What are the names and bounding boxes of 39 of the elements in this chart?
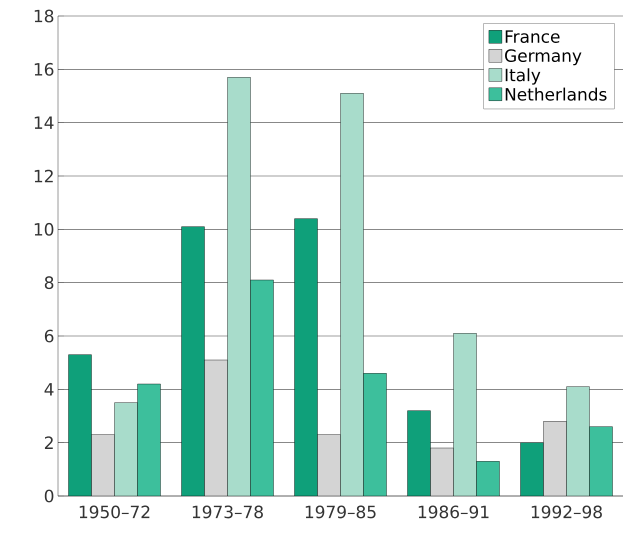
bar [430,448,454,496]
bar [340,93,364,496]
bar [454,333,477,496]
y-tick-label: 0 [44,490,54,502]
bar [408,410,431,496]
bar [228,77,250,496]
x-tick-label: 1979–85 [306,506,376,518]
legend-label: Italy [506,68,540,85]
bar [114,402,138,496]
x-tick-label: 1986–91 [418,506,488,518]
bar [566,386,590,496]
bar [364,373,387,496]
bar [250,280,274,496]
y-tick-label: 16 [34,62,54,76]
bar [204,360,228,496]
y-tick-label: 4 [44,383,54,396]
bar [294,218,318,496]
legend-label: Netherlands [506,88,607,101]
bar [476,461,500,496]
y-tick-label: 2 [44,436,53,449]
bar [182,226,204,496]
bar [92,434,114,496]
bar [138,384,160,496]
bar [318,434,341,496]
bar [520,442,544,496]
x-tick-label: 1992–98 [532,506,602,518]
x-tick-label: 1950–72 [80,506,150,518]
y-tick-label: 6 [44,330,54,342]
legend-label: Germany [505,49,582,66]
bar [543,421,567,496]
bar [589,426,613,496]
x-tick-label: 1973–78 [192,506,263,518]
y-tick-label: 10 [34,222,54,236]
legend-label: France [506,30,560,43]
y-tick-label: 8 [44,276,54,290]
bar [68,354,92,496]
y-tick-label: 14 [34,116,54,129]
y-tick-label: 12 [34,170,53,182]
y-tick-label: 18 [34,10,54,22]
